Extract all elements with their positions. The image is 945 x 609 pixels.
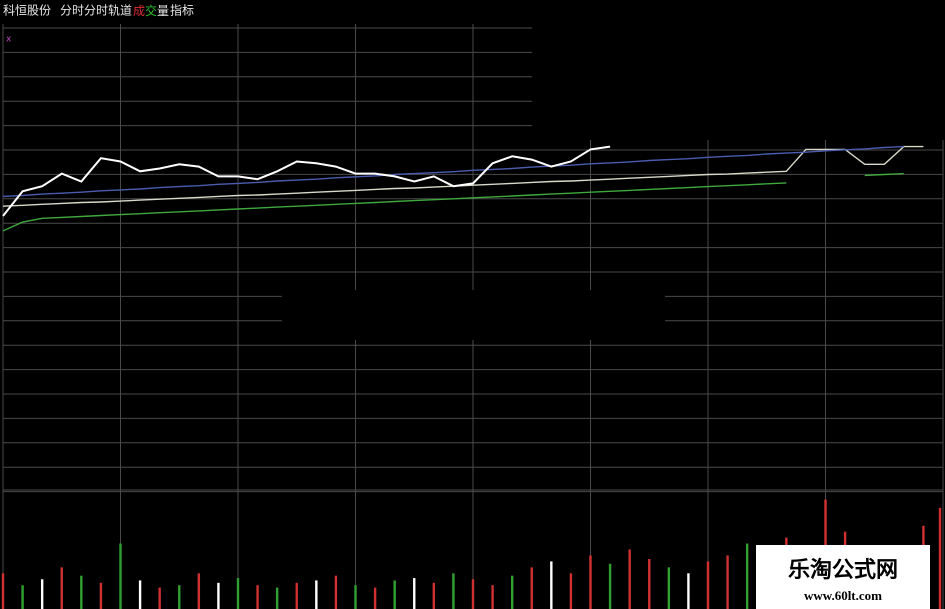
volume-bar [726, 555, 729, 609]
volume-bar [40, 579, 44, 609]
volume-bar [315, 580, 318, 609]
tab[interactable]: 成交量 [133, 3, 169, 18]
volume-bar [119, 543, 122, 609]
volume-bar [667, 567, 671, 609]
series-line [2, 145, 611, 217]
volume-bar [197, 573, 201, 609]
volume-bar [295, 582, 298, 609]
volume-bar [938, 507, 942, 609]
tab[interactable]: 分时轨道 [84, 4, 132, 18]
volume-bar [334, 575, 338, 609]
volume-bar [413, 578, 416, 609]
volume-bar [687, 573, 690, 609]
watermark-box [756, 545, 930, 609]
volume-bar [138, 580, 142, 609]
volume-bar [80, 575, 83, 609]
series-line [2, 172, 904, 232]
volume-bar [158, 587, 161, 609]
mask [532, 24, 945, 140]
watermark-title: 乐淘公式网 [788, 557, 898, 583]
volume-bar [471, 579, 475, 609]
marker: x [6, 35, 12, 45]
volume-bar [648, 559, 651, 609]
volume-bar [373, 587, 377, 609]
volume-bar [432, 582, 436, 609]
volume-bar [1, 573, 5, 609]
volume-bar [452, 573, 455, 609]
volume-bar [706, 561, 710, 609]
volume-bar [21, 585, 24, 609]
tab[interactable]: 指标 [170, 3, 194, 18]
mask [282, 290, 665, 340]
volume-bar [256, 585, 259, 609]
volume-bar [491, 585, 494, 609]
watermark-url: www.60lt.com [804, 588, 882, 603]
volume-bar [510, 575, 514, 609]
volume-bar [178, 585, 181, 609]
volume-bar [530, 567, 533, 609]
volume-bar [608, 563, 612, 609]
volume-bar [393, 580, 396, 609]
volume-bar [569, 573, 573, 609]
volume-bar [60, 567, 63, 609]
series-line [2, 145, 904, 198]
volume-bar [745, 543, 749, 609]
volume-bar [99, 582, 103, 609]
stock-name: 科恒股份 [3, 4, 51, 18]
tab[interactable]: 分时 [60, 4, 84, 18]
volume-bar [550, 561, 553, 609]
volume-bar [236, 578, 240, 609]
volume-bar [589, 555, 592, 609]
volume-bar [354, 585, 357, 609]
volume-bar [628, 549, 631, 609]
volume-bar [217, 582, 220, 609]
volume-bar [275, 587, 279, 609]
